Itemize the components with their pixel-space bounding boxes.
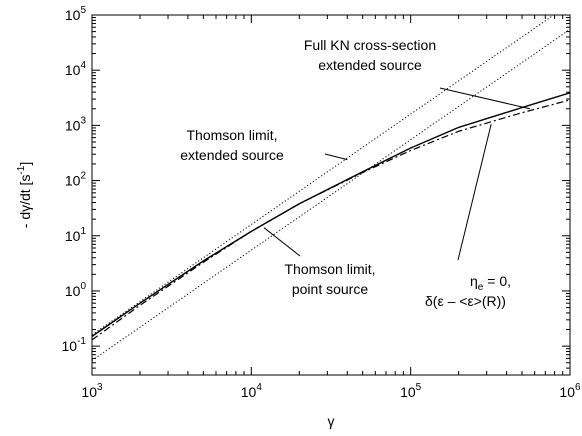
x-tick-label: 103 [81,382,103,400]
annotations: Full KN cross-section extended source Thom… [180,37,530,297]
annotation-text: extended source [318,57,422,73]
series-line-dotted [92,28,570,361]
y-tick-label: 103 [65,115,87,133]
series-line-dashdot [92,99,570,341]
plot-frame [91,14,571,376]
annotation-text: Full KN cross-section [304,37,436,53]
ticks [91,14,571,375]
y-axis-title: - dγ/dt [s-1] [16,162,33,228]
x-tick-label: 106 [559,382,581,400]
annotation-text: point source [292,281,368,297]
y-tick-label: 100 [65,281,87,299]
svg-text:δ(ε – <ε>(R)): δ(ε – <ε>(R)) [425,293,506,309]
tick-labels: 103 104 105 106 10-1 100 101 102 103 104 105 [62,5,581,400]
y-tick-label: 101 [65,226,87,244]
y-tick-label: 102 [65,171,87,189]
y-tick-label: 105 [65,5,87,23]
annotation-leader [324,153,348,161]
annotation-text: Thomson limit, [186,127,277,143]
annotation-text: extended source [180,147,284,163]
annotation-leader [263,227,301,257]
annotation-text: Thomson limit, [284,261,375,277]
y-tick-label: 10-1 [62,336,87,354]
eta-annotation: ηe = 0, δ(ε – <ε>(R)) [425,273,511,309]
x-tick-label: 104 [241,382,263,400]
annotation-leader [457,124,492,261]
x-axis-title: γ [328,413,335,429]
annotation-leader [439,87,530,110]
y-tick-label: 104 [65,60,87,78]
series-line-solid [92,92,570,337]
x-tick-label: 105 [400,382,422,400]
curves [92,15,570,361]
svg-text:ηe = 0,: ηe = 0, [470,273,511,293]
